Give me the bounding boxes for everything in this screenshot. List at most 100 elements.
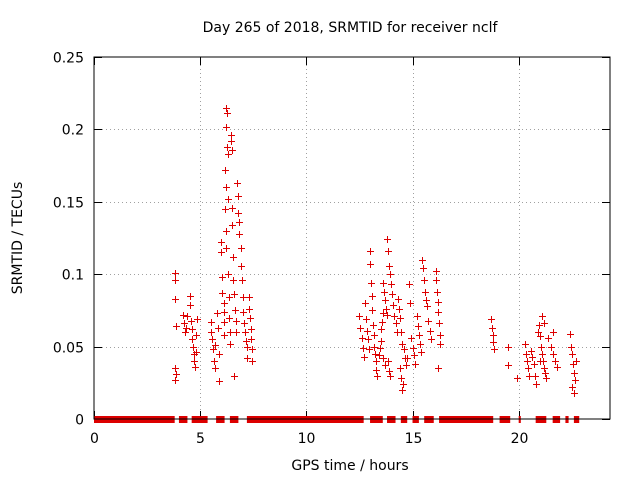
data-point (209, 336, 216, 343)
y-tick-label: 0.15 (53, 196, 84, 212)
data-point (191, 358, 198, 365)
data-point (428, 336, 435, 343)
x-tick-label: 20 (511, 431, 529, 447)
data-point (543, 375, 550, 382)
data-point (568, 344, 575, 351)
data-point (572, 377, 579, 384)
y-axis-label: SRMTID / TECUs (10, 182, 26, 295)
x-tick-label: 10 (298, 431, 316, 447)
data-point (573, 358, 580, 365)
data-point (212, 365, 219, 372)
data-point (230, 277, 237, 284)
data-point (528, 348, 535, 355)
data-point (382, 362, 389, 369)
data-point (223, 184, 230, 191)
data-point (224, 144, 231, 151)
data-point (382, 297, 389, 304)
data-point (192, 364, 199, 371)
data-point (505, 344, 512, 351)
data-point (550, 329, 557, 336)
data-point (524, 358, 531, 365)
data-point (427, 328, 434, 335)
data-point (385, 358, 392, 365)
data-point (385, 248, 392, 255)
data-point (246, 294, 253, 301)
data-point (246, 306, 253, 313)
data-point (229, 147, 236, 154)
data-point (221, 300, 228, 307)
data-point (531, 361, 538, 368)
x-tick-label: 0 (90, 431, 99, 447)
data-point (545, 335, 552, 342)
data-point (374, 373, 381, 380)
data-point (539, 313, 546, 320)
data-point (233, 329, 240, 336)
data-point (422, 289, 429, 296)
data-point (414, 313, 421, 320)
data-point (242, 329, 249, 336)
data-point (395, 296, 402, 303)
data-point (173, 371, 180, 378)
data-point (380, 280, 387, 287)
data-point (379, 319, 386, 326)
data-point (418, 349, 425, 356)
data-point (537, 333, 544, 340)
data-point (229, 222, 236, 229)
data-point (365, 336, 372, 343)
data-point (491, 346, 498, 353)
data-point (225, 151, 232, 158)
data-point (378, 338, 385, 345)
data-point (233, 318, 240, 325)
data-point (410, 345, 417, 352)
data-point (230, 254, 237, 261)
data-point (399, 341, 406, 348)
data-point (228, 132, 235, 139)
data-point (419, 257, 426, 264)
data-point (218, 249, 225, 256)
data-point (235, 193, 242, 200)
data-point (537, 358, 544, 365)
data-point (249, 358, 256, 365)
data-point (223, 245, 230, 252)
data-point (235, 210, 242, 217)
y-tick-label: 0.2 (62, 123, 84, 139)
data-point (389, 291, 396, 298)
data-point (539, 351, 546, 358)
y-tick-label: 0 (75, 413, 84, 429)
data-point (243, 338, 250, 345)
data-point (182, 329, 189, 336)
y-tick-label: 0.1 (62, 268, 84, 284)
data-point (435, 309, 442, 316)
data-point (208, 319, 215, 326)
data-point (505, 362, 512, 369)
data-point (522, 341, 529, 348)
data-point (359, 335, 366, 342)
data-point (183, 325, 190, 332)
data-point (180, 312, 187, 319)
data-point (387, 373, 394, 380)
data-point (411, 352, 418, 359)
data-point (541, 365, 548, 372)
data-point (552, 358, 559, 365)
data-point (433, 268, 440, 275)
data-point (364, 328, 371, 335)
data-point (371, 344, 378, 351)
data-point (241, 320, 248, 327)
data-point (526, 373, 533, 380)
data-point (373, 358, 380, 365)
data-point (386, 368, 393, 375)
data-point (489, 325, 496, 332)
x-tick-label: 5 (196, 431, 205, 447)
data-point (435, 365, 442, 372)
data-point (383, 306, 390, 313)
data-point (221, 309, 228, 316)
data-point (210, 346, 217, 353)
data-point (554, 364, 561, 371)
data-point (388, 281, 395, 288)
data-point (222, 167, 229, 174)
data-point (390, 302, 397, 309)
data-point (406, 281, 413, 288)
data-point (227, 341, 234, 348)
data-point (423, 297, 430, 304)
